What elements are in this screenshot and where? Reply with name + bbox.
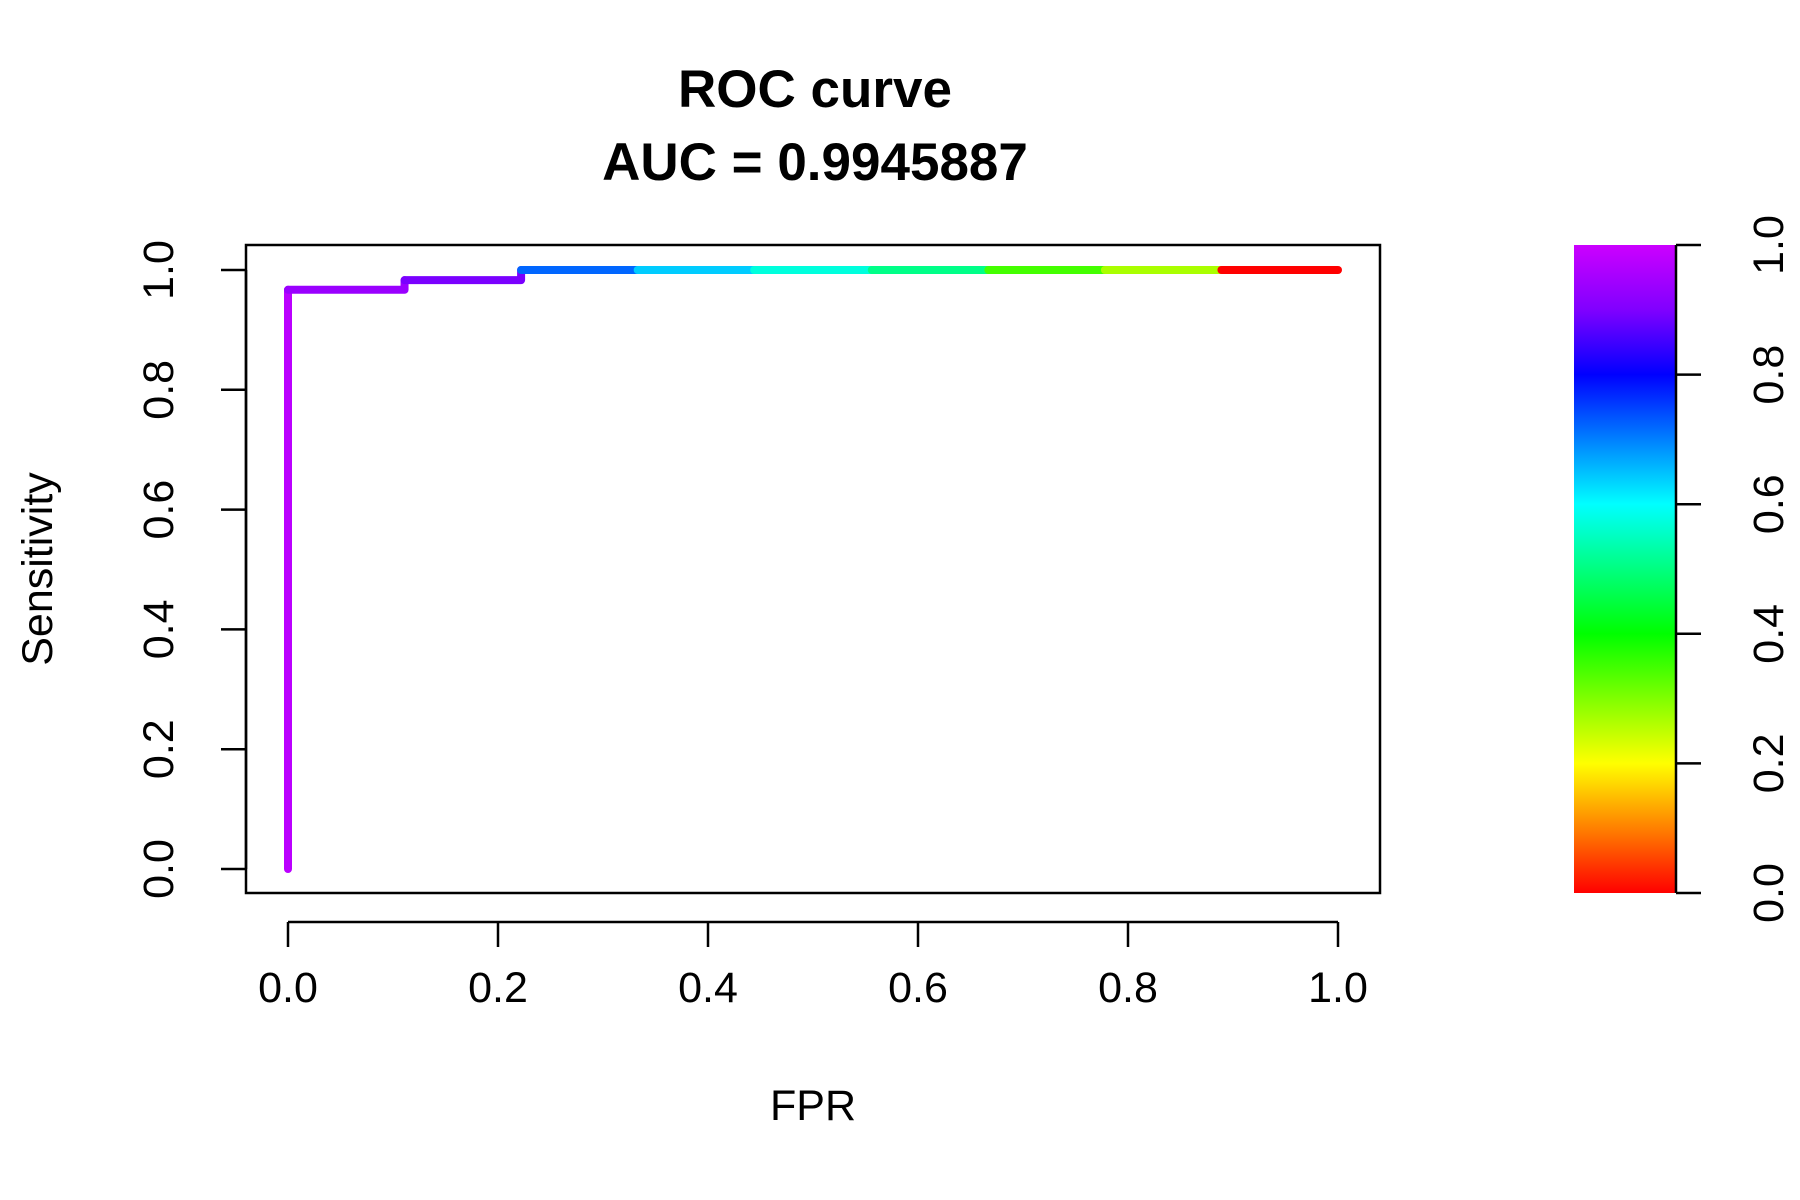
colorbar-gradient — [1574, 245, 1676, 893]
y-axis: 0.0 0.2 0.4 0.6 0.8 1.0 — [135, 240, 248, 899]
y-tick-label: 0.2 — [135, 719, 183, 779]
x-tick-label: 0.4 — [678, 964, 738, 1012]
y-tick-label: 0.4 — [135, 600, 183, 660]
roc-segment — [400, 266, 526, 285]
colorbar: 0.0 0.2 0.4 0.6 0.8 1.0 — [1574, 215, 1793, 923]
colorbar-tick-label: 0.8 — [1745, 345, 1793, 405]
colorbar-tick-label: 0.4 — [1745, 604, 1793, 664]
plot-frame — [244, 243, 1382, 895]
y-tick-label: 0.6 — [135, 480, 183, 540]
y-axis-label: Sensitivity — [14, 472, 62, 666]
colorbar-tick-label: 0.0 — [1745, 863, 1793, 923]
x-tick-label: 1.0 — [1308, 964, 1368, 1012]
chart-title: ROC curve — [678, 60, 952, 119]
colorbar-tick-label: 0.6 — [1745, 474, 1793, 534]
colorbar-tick-label: 0.2 — [1745, 734, 1793, 794]
x-tick-label: 0.2 — [468, 964, 528, 1012]
y-tick-label: 0.0 — [135, 839, 183, 899]
x-tick-label: 0.6 — [888, 964, 948, 1012]
y-tick-label: 0.8 — [135, 360, 183, 420]
x-tick-label: 0.8 — [1098, 964, 1158, 1012]
x-axis: 0.0 0.2 0.4 0.6 0.8 1.0 — [258, 920, 1368, 1012]
x-tick-label: 0.0 — [258, 964, 318, 1012]
colorbar-tick-label: 1.0 — [1745, 215, 1793, 275]
x-axis-label: FPR — [770, 1082, 856, 1130]
roc-curve — [284, 266, 1342, 873]
roc-segment — [284, 276, 409, 294]
y-tick-label: 1.0 — [135, 240, 183, 300]
chart-subtitle: AUC = 0.9945887 — [602, 133, 1028, 192]
